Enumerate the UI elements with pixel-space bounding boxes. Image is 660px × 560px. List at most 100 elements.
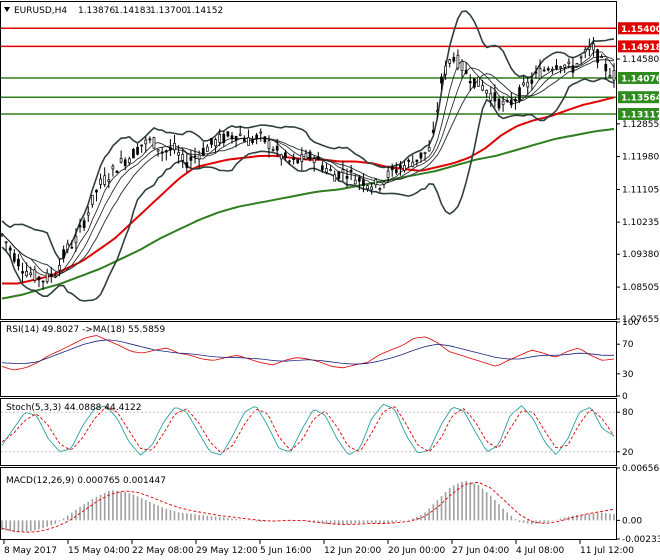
candle-body xyxy=(472,78,476,88)
candle xyxy=(230,131,234,144)
candle-body xyxy=(505,99,509,102)
candle-body xyxy=(325,168,328,173)
candle-body xyxy=(538,68,542,79)
candle xyxy=(551,66,554,75)
candle-body xyxy=(218,134,222,143)
candle-body xyxy=(382,181,386,185)
candle-body xyxy=(571,65,575,73)
price-tag-label-4: 1.13117 xyxy=(621,110,660,120)
candle xyxy=(514,96,517,110)
candle xyxy=(201,141,205,157)
candle xyxy=(222,130,226,147)
main-y-tick-label: 1.09380 xyxy=(622,250,659,260)
candle xyxy=(390,163,394,177)
main-y-tick-label: 1.10235 xyxy=(622,218,659,228)
candle xyxy=(497,97,501,112)
candle xyxy=(468,74,472,91)
candle-body xyxy=(78,225,82,228)
candle-body xyxy=(316,156,320,160)
candle-body xyxy=(41,280,45,283)
macd-pane: 0.006568 0.00 -0.002338 MACD(12,26,9) 0.00… xyxy=(0,464,660,545)
candle xyxy=(481,79,484,92)
x-tick-label: 29 May 12:00 xyxy=(196,546,258,556)
candle xyxy=(119,150,123,164)
stoch-y-tick-label: 80 xyxy=(622,408,634,418)
price-tag-0 xyxy=(618,22,659,35)
candle-body xyxy=(177,152,180,156)
x-tick-label: 27 Jun 04:00 xyxy=(452,546,509,556)
x-tick-label: 5 Jun 16:00 xyxy=(260,546,312,556)
candle-body xyxy=(374,179,378,186)
candle xyxy=(271,146,275,152)
rsi-ma-line xyxy=(1,339,614,365)
candle-body xyxy=(247,137,250,146)
stoch-pane-frame xyxy=(0,398,617,466)
candle-body xyxy=(448,59,452,64)
candle xyxy=(419,152,423,163)
candle xyxy=(542,66,546,72)
macd-pane-frame xyxy=(0,467,617,540)
candle xyxy=(579,55,583,65)
ma-red-line xyxy=(2,96,615,285)
candle-body xyxy=(127,158,131,164)
bollinger-lower-line xyxy=(1,77,615,302)
macd-label: MACD(12,26,9) 0.000765 0.001447 xyxy=(6,476,166,486)
candle xyxy=(600,54,604,59)
candle-body xyxy=(415,159,419,162)
candle xyxy=(115,170,119,174)
candle xyxy=(169,138,172,156)
candle-body xyxy=(612,70,616,81)
candle xyxy=(103,167,107,187)
candle xyxy=(111,163,115,177)
candle-body xyxy=(329,169,332,171)
candle xyxy=(132,147,135,159)
candle-body xyxy=(345,175,349,179)
candle-body xyxy=(91,194,94,205)
price-tag-label-2: 1.14076 xyxy=(621,74,660,84)
candle xyxy=(370,182,374,195)
candles-layer xyxy=(0,36,616,290)
candle-body xyxy=(341,169,345,174)
candle-body xyxy=(464,70,468,74)
collapse-triangle-icon[interactable] xyxy=(4,7,10,12)
candle xyxy=(559,65,562,74)
main-pane-frame xyxy=(0,1,617,320)
bollinger-upper-line xyxy=(1,10,615,260)
price-tag-4 xyxy=(618,107,659,120)
candle-body xyxy=(206,146,209,152)
candle xyxy=(337,170,341,182)
candle-body xyxy=(222,133,226,143)
price-tag-label-0: 1.15400 xyxy=(621,25,660,35)
stoch-main-line xyxy=(1,403,615,456)
candle-body xyxy=(255,134,259,139)
rsi-line xyxy=(1,335,615,371)
candle-body xyxy=(579,56,583,59)
price-tag-2 xyxy=(618,71,659,84)
candle-body xyxy=(95,189,98,193)
header: EURUSD,H4 1.13876 1.14183 1.13700 1.1415… xyxy=(4,6,223,16)
candle-body xyxy=(164,150,168,153)
candle-body xyxy=(259,131,263,134)
candle-body xyxy=(4,241,8,244)
candle-body xyxy=(497,98,501,109)
candle-body xyxy=(509,99,513,106)
candle-body xyxy=(518,87,521,101)
candle-body xyxy=(210,138,213,145)
candle-body xyxy=(8,247,12,251)
price-tags: 1.15400 1.14918 1.14076 1.13564 1.13117 xyxy=(618,22,660,120)
candle-body xyxy=(312,158,316,163)
candle xyxy=(555,59,558,71)
candle xyxy=(518,84,521,104)
candle xyxy=(275,138,279,157)
candle xyxy=(431,121,435,135)
candle xyxy=(407,158,410,169)
candle-body xyxy=(349,169,353,172)
candle-body xyxy=(308,151,312,160)
candle-body xyxy=(407,159,410,162)
candle-body xyxy=(37,276,41,281)
candle-body xyxy=(526,81,530,88)
candle xyxy=(448,58,452,68)
candle-body xyxy=(284,152,287,158)
candle-body xyxy=(70,246,74,249)
